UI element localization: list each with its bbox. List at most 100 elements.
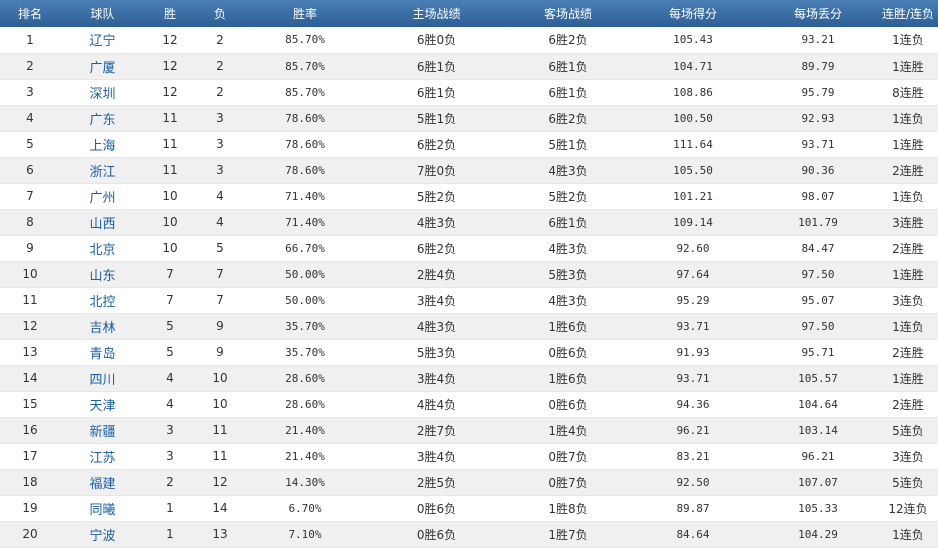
team-link[interactable]: 北京 <box>89 242 116 258</box>
cell-away-record: 1胜8负 <box>508 495 628 522</box>
cell-home-record: 2胜5负 <box>365 469 508 496</box>
table-row: 13 青岛 5 9 35.70% 5胜3负 0胜6负 91.93 95.71 2连胜 <box>0 339 938 366</box>
table-header: 排名 球队 胜 负 胜率 主场战绩 客场战绩 每场得分 每场丢分 连胜/连负 <box>0 0 938 27</box>
cell-wins: 11 <box>145 131 195 158</box>
table-row: 14 四川 4 10 28.60% 3胜4负 1胜6负 93.71 105.57 1连胜 <box>0 365 938 392</box>
cell-win-pct: 28.60% <box>245 365 365 392</box>
team-link[interactable]: 青岛 <box>89 346 116 362</box>
cell-points-per-game: 105.43 <box>628 27 758 54</box>
cell-points-allowed: 95.07 <box>758 287 878 314</box>
cell-rank: 7 <box>0 183 60 210</box>
cell-points-allowed: 95.71 <box>758 339 878 366</box>
cell-rank: 11 <box>0 287 60 314</box>
cell-team: 同曦 <box>60 495 145 522</box>
cell-points-per-game: 95.29 <box>628 287 758 314</box>
cell-points-allowed: 107.07 <box>758 469 878 496</box>
team-link[interactable]: 广东 <box>89 112 116 128</box>
header-streak: 连胜/连负 <box>881 7 935 21</box>
header-losses: 负 <box>213 7 226 21</box>
cell-home-record: 0胜6负 <box>365 521 508 548</box>
team-link[interactable]: 浙江 <box>89 164 116 180</box>
cell-home-record: 6胜1负 <box>365 79 508 106</box>
cell-streak: 8连胜 <box>878 79 938 106</box>
cell-losses: 2 <box>195 79 245 106</box>
cell-streak: 2连胜 <box>878 235 938 262</box>
team-link[interactable]: 上海 <box>89 138 116 154</box>
cell-streak: 2连胜 <box>878 339 938 366</box>
cell-wins: 3 <box>145 417 195 444</box>
cell-away-record: 0胜7负 <box>508 469 628 496</box>
cell-win-pct: 78.60% <box>245 105 365 132</box>
header-row: 排名 球队 胜 负 胜率 主场战绩 客场战绩 每场得分 每场丢分 连胜/连负 <box>0 0 938 27</box>
cell-streak: 5连负 <box>878 417 938 444</box>
table-row: 10 山东 7 7 50.00% 2胜4负 5胜3负 97.64 97.50 1连胜 <box>0 261 938 288</box>
team-link[interactable]: 山东 <box>89 268 116 284</box>
cell-team: 广州 <box>60 183 145 210</box>
cell-rank: 16 <box>0 417 60 444</box>
team-link[interactable]: 广州 <box>89 190 116 206</box>
cell-team: 宁波 <box>60 521 145 548</box>
cell-home-record: 6胜2负 <box>365 131 508 158</box>
cell-team: 青岛 <box>60 339 145 366</box>
cell-wins: 10 <box>145 235 195 262</box>
team-link[interactable]: 四川 <box>89 372 116 388</box>
cell-wins: 10 <box>145 209 195 236</box>
team-link[interactable]: 同曦 <box>89 502 116 518</box>
team-link[interactable]: 天津 <box>89 398 116 414</box>
cell-streak: 1连负 <box>878 521 938 548</box>
cell-away-record: 1胜6负 <box>508 313 628 340</box>
cell-home-record: 4胜3负 <box>365 313 508 340</box>
cell-losses: 14 <box>195 495 245 522</box>
cell-home-record: 4胜3负 <box>365 209 508 236</box>
cell-home-record: 6胜0负 <box>365 27 508 54</box>
team-link[interactable]: 新疆 <box>89 424 116 440</box>
team-link[interactable]: 深圳 <box>89 86 116 102</box>
cell-team: 吉林 <box>60 313 145 340</box>
header-wins: 胜 <box>163 7 176 21</box>
cell-team: 新疆 <box>60 417 145 444</box>
header-points-allowed: 每场丢分 <box>793 7 842 21</box>
table-row: 17 江苏 3 11 21.40% 3胜4负 0胜7负 83.21 96.21 3连负 <box>0 443 938 470</box>
cell-streak: 2连胜 <box>878 391 938 418</box>
cell-away-record: 6胜1负 <box>508 79 628 106</box>
cell-win-pct: 78.60% <box>245 157 365 184</box>
header-away-record: 客场战绩 <box>543 7 592 21</box>
cell-win-pct: 14.30% <box>245 469 365 496</box>
team-link[interactable]: 北控 <box>89 294 116 310</box>
team-link[interactable]: 广厦 <box>89 60 116 76</box>
cell-wins: 7 <box>145 287 195 314</box>
team-link[interactable]: 山西 <box>89 216 116 232</box>
cell-points-per-game: 100.50 <box>628 105 758 132</box>
cell-streak: 1连负 <box>878 183 938 210</box>
cell-home-record: 2胜7负 <box>365 417 508 444</box>
cell-win-pct: 66.70% <box>245 235 365 262</box>
cell-home-record: 4胜4负 <box>365 391 508 418</box>
cell-wins: 4 <box>145 365 195 392</box>
cell-away-record: 6胜1负 <box>508 53 628 80</box>
team-link[interactable]: 辽宁 <box>89 34 116 50</box>
cell-streak: 3连胜 <box>878 209 938 236</box>
cell-away-record: 6胜1负 <box>508 209 628 236</box>
cell-points-per-game: 105.50 <box>628 157 758 184</box>
cell-team: 广厦 <box>60 53 145 80</box>
table-row: 16 新疆 3 11 21.40% 2胜7负 1胜4负 96.21 103.14 5连负 <box>0 417 938 444</box>
cell-points-per-game: 91.93 <box>628 339 758 366</box>
team-link[interactable]: 吉林 <box>89 320 116 336</box>
cell-losses: 10 <box>195 391 245 418</box>
team-link[interactable]: 宁波 <box>89 528 116 544</box>
cell-rank: 4 <box>0 105 60 132</box>
cell-points-per-game: 94.36 <box>628 391 758 418</box>
cell-points-allowed: 97.50 <box>758 313 878 340</box>
cell-rank: 19 <box>0 495 60 522</box>
cell-points-per-game: 104.71 <box>628 53 758 80</box>
team-link[interactable]: 福建 <box>89 476 116 492</box>
cell-team: 辽宁 <box>60 27 145 54</box>
team-link[interactable]: 江苏 <box>89 450 116 466</box>
cell-team: 深圳 <box>60 79 145 106</box>
cell-win-pct: 71.40% <box>245 183 365 210</box>
cell-team: 北控 <box>60 287 145 314</box>
cell-points-per-game: 93.71 <box>628 365 758 392</box>
table-row: 15 天津 4 10 28.60% 4胜4负 0胜6负 94.36 104.64 2连胜 <box>0 391 938 418</box>
header-rank: 排名 <box>17 7 42 21</box>
